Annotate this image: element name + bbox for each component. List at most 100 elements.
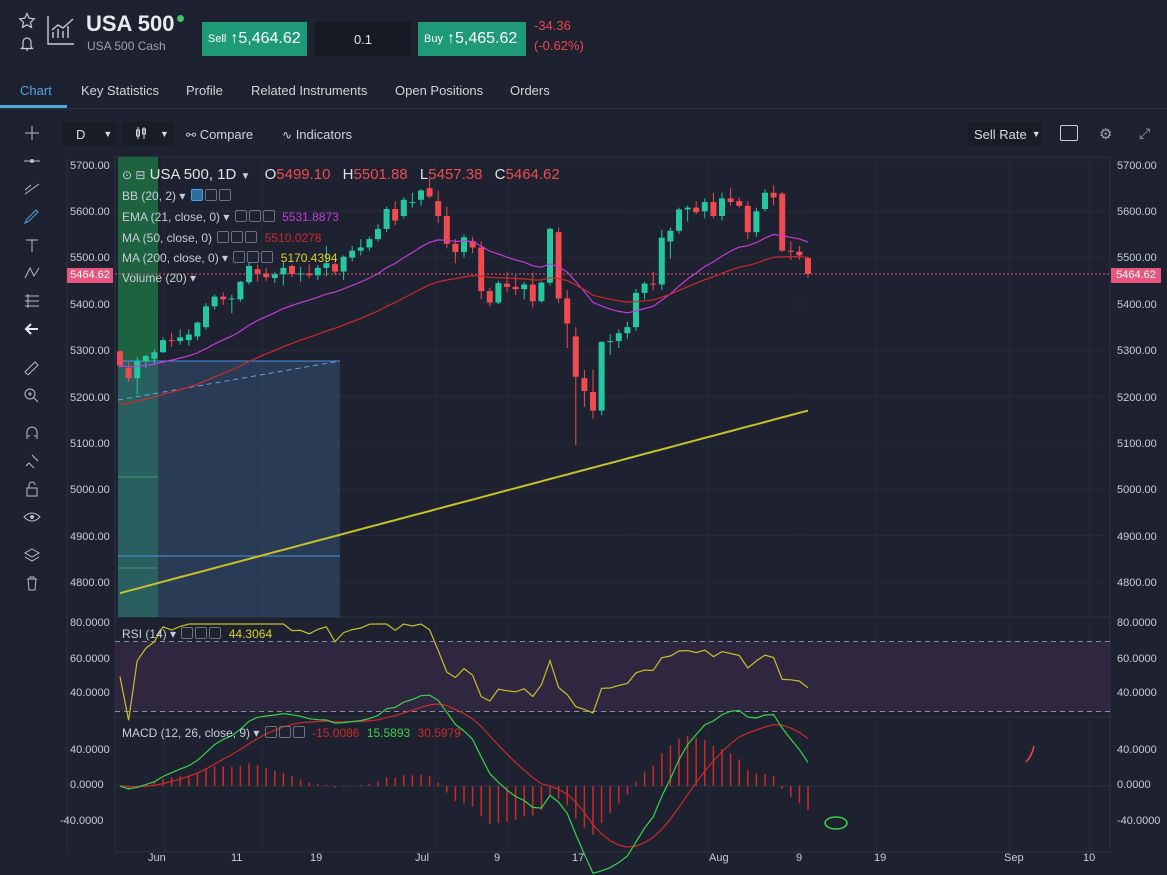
visibility-icon[interactable]	[181, 627, 194, 639]
candle-body	[452, 243, 459, 253]
high-value: 5501.88	[353, 166, 408, 183]
candle-body	[676, 209, 682, 231]
time-label: 10	[1083, 852, 1096, 864]
candle-body	[486, 291, 493, 303]
interval-select[interactable]: D ▼	[62, 122, 116, 146]
rsi-line	[119, 623, 809, 721]
candle-body	[151, 352, 158, 359]
candle-body	[650, 283, 657, 285]
candle-body	[237, 281, 244, 300]
axis-label: 5300.00	[1117, 345, 1157, 357]
remove-icon[interactable]	[261, 251, 274, 263]
candle-body	[796, 251, 803, 256]
chart-type-select[interactable]: ▼	[122, 122, 174, 146]
last-price-tag-right: 5464.62	[1111, 268, 1161, 283]
candle-body	[572, 336, 579, 377]
indicators-button[interactable]: ∿ Indicators	[282, 127, 352, 142]
tab-related-instruments[interactable]: Related Instruments	[251, 83, 368, 98]
trash-icon[interactable]	[22, 575, 42, 591]
rsi-indicator[interactable]: RSI (14) ▾ 44.3064	[122, 627, 273, 641]
visibility-icon[interactable]	[234, 210, 247, 222]
zoom-in-icon[interactable]	[22, 387, 42, 403]
volume-indicator[interactable]: Volume (20) ▾	[122, 271, 197, 285]
crosshair-icon[interactable]	[22, 125, 42, 141]
fullscreen-panel-icon[interactable]	[1060, 125, 1078, 141]
pattern-icon[interactable]	[22, 265, 42, 281]
remove-icon[interactable]	[245, 231, 258, 243]
tab-key-statistics[interactable]: Key Statistics	[81, 83, 160, 98]
candle-body	[443, 215, 450, 244]
candle-body	[469, 240, 476, 248]
candle-body	[392, 209, 399, 221]
quantity-input[interactable]: 0.1	[315, 22, 411, 56]
time-label: 9	[796, 852, 803, 864]
tab-orders[interactable]: Orders	[510, 83, 550, 98]
candle-body	[753, 211, 760, 233]
visibility-icon[interactable]	[190, 189, 203, 201]
ruler-icon[interactable]	[22, 359, 42, 375]
settings-gear-icon[interactable]: ⚙	[1099, 126, 1113, 143]
ma50-value: 5510.0278	[264, 231, 322, 245]
settings-icon[interactable]	[247, 251, 260, 263]
bb-indicator[interactable]: BB (20, 2) ▾	[122, 189, 231, 203]
compare-button[interactable]: ⚯ Compare	[186, 127, 253, 142]
remove-icon[interactable]	[262, 210, 275, 222]
axis-label: 0.0000	[70, 779, 104, 791]
chevron-down-icon: ▼	[103, 129, 113, 139]
candle-body	[598, 341, 605, 411]
tab-chart[interactable]: Chart	[20, 83, 52, 98]
lock-drawing-icon[interactable]	[22, 453, 42, 469]
tab-profile[interactable]: Profile	[186, 83, 223, 98]
ma200-indicator[interactable]: MA (200, close, 0) ▾ 5170.4394	[122, 251, 338, 265]
candle-body	[615, 333, 622, 342]
axis-label: 4900.00	[1117, 531, 1157, 543]
trend-line-icon[interactable]	[22, 181, 42, 197]
visibility-icon[interactable]	[217, 231, 230, 243]
rsi-label: RSI (14)	[122, 627, 167, 641]
back-arrow-icon[interactable]	[22, 321, 42, 337]
price-change: -34.36	[534, 18, 571, 33]
rate-value: Sell Rate	[974, 126, 1027, 142]
horizontal-line-icon[interactable]	[22, 153, 42, 169]
rate-select[interactable]: Sell Rate ▼	[968, 122, 1042, 146]
visibility-icon[interactable]	[264, 726, 277, 738]
magnet-icon[interactable]	[22, 425, 42, 441]
candle-body	[684, 207, 691, 210]
ema-indicator[interactable]: EMA (21, close, 0) ▾ 5531.8873	[122, 210, 339, 224]
settings-icon[interactable]	[278, 726, 291, 738]
collapse-icon[interactable]: ⊙ ⊟	[122, 168, 146, 182]
buy-button[interactable]: Buy ↑ 5,465.62	[418, 22, 526, 56]
remove-icon[interactable]	[209, 627, 222, 639]
settings-icon[interactable]	[204, 189, 217, 201]
candle-body	[254, 269, 261, 274]
candle-body	[366, 239, 373, 248]
remove-icon[interactable]	[292, 726, 305, 738]
settings-icon[interactable]	[231, 231, 244, 243]
chevron-down-icon[interactable]: ▼	[240, 171, 251, 182]
expand-icon[interactable]: ⤢	[1139, 125, 1151, 141]
macd-pane	[114, 716, 1111, 853]
brush-icon[interactable]	[22, 209, 42, 225]
text-icon[interactable]	[22, 237, 42, 253]
settings-icon[interactable]	[248, 210, 261, 222]
fib-icon[interactable]	[22, 293, 42, 309]
candle-body	[529, 284, 536, 302]
alert-bell-icon[interactable]	[18, 34, 36, 57]
lock-icon[interactable]	[22, 481, 42, 497]
remove-icon[interactable]	[218, 189, 231, 201]
visibility-icon[interactable]	[233, 251, 246, 263]
layers-icon[interactable]	[22, 547, 42, 563]
macd-indicator[interactable]: MACD (12, 26, close, 9) ▾ -15.0086 15.58…	[122, 726, 461, 740]
low-label: L	[419, 166, 429, 183]
favorite-star-icon[interactable]	[18, 12, 36, 35]
tab-open-positions[interactable]: Open Positions	[395, 83, 484, 98]
axis-label: 5200.00	[1117, 392, 1157, 404]
sell-button[interactable]: Sell ↑ 5,464.62	[202, 22, 307, 56]
chevron-down-icon: ▼	[160, 129, 169, 139]
settings-icon[interactable]	[195, 627, 208, 639]
buy-arrow-icon: ↑	[446, 30, 455, 47]
eye-icon[interactable]	[22, 509, 42, 525]
ma50-indicator[interactable]: MA (50, close, 0) 5510.0278	[122, 231, 321, 245]
axis-label: 4900.00	[70, 531, 110, 543]
